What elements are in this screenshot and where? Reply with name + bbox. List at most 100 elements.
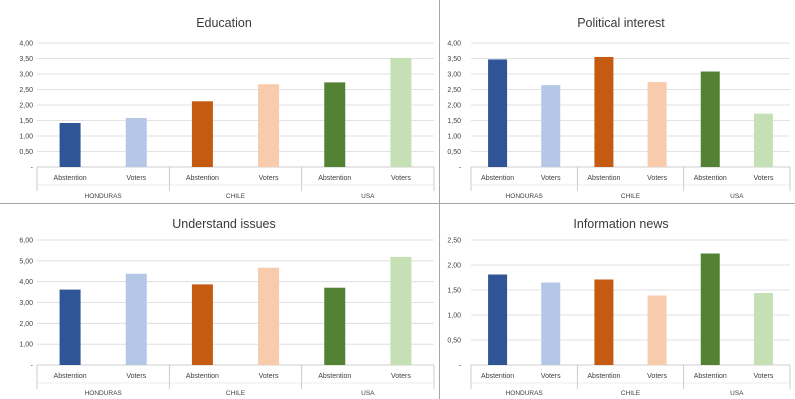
x-group-label: HONDURAS [506,390,544,397]
y-tick-label: 0,50 [19,149,33,156]
bar-usa-abstention [700,71,720,167]
y-tick-label: 1,50 [19,118,33,125]
bar-usa-voters [390,57,412,167]
x-category-label: Voters [259,373,279,380]
bar-honduras-abstention [488,59,508,167]
x-category-label: Abstention [318,175,351,182]
bar-chile-abstention [191,284,213,365]
y-tick-label: - [459,363,462,370]
x-category-label: Voters [391,373,411,380]
chart-understand-issues: Understand issues - 1,00 2,00 3,00 4,00 5,00 6,… [19,217,435,397]
bar-honduras-voters [541,85,561,167]
bar-usa-voters [753,113,773,167]
chart-title: Understand issues [172,217,276,231]
x-category-label: Abstention [587,175,620,182]
x-group-label: HONDURAS [85,193,123,200]
x-group-label: USA [361,193,375,200]
bar-usa-voters [390,256,412,365]
panel-divider-vertical [439,0,440,399]
bar-usa-abstention [324,82,346,167]
x-group-label: CHILE [621,390,641,397]
y-tick-label: 4,00 [19,279,33,286]
bar-chile-voters [258,84,280,167]
panel-divider-horizontal [0,203,795,204]
y-tick-label: 2,50 [19,87,33,94]
x-category-label: Abstention [186,175,219,182]
x-category-label: Voters [391,175,411,182]
bar-chile-voters [258,267,280,365]
x-group-label: HONDURAS [506,193,544,200]
y-tick-label: 0,50 [447,149,461,156]
bar-honduras-voters [125,273,147,365]
bar-honduras-voters [125,118,147,167]
x-category-label: Voters [753,373,773,380]
bar-chile-abstention [594,56,614,168]
x-group-label: CHILE [621,193,641,200]
chart-panel-understand-issues: Understand issues - 1,00 2,00 3,00 4,00 5,00 6,… [0,204,439,399]
x-category-label: Abstention [587,373,620,380]
x-group-label: HONDURAS [85,390,123,397]
y-tick-label: - [31,363,34,370]
chart-panel-political-interest: Political interest - 0,50 1,00 1,50 2,00 2,50 3… [440,0,795,203]
y-tick-label: 2,50 [447,87,461,94]
y-tick-label: 1,50 [447,288,461,295]
y-tick-label: 4,00 [447,41,461,48]
y-tick-label: - [31,165,34,172]
chart-panel-information-news: Information news - 0,50 1,00 1,50 2,00 2,50 Abs… [440,204,795,399]
y-tick-label: 1,00 [447,134,461,141]
x-group-label: USA [361,390,375,397]
bar-honduras-abstention [488,274,508,365]
x-category-label: Abstention [694,175,727,182]
x-category-label: Voters [126,175,146,182]
y-tick-label: 6,00 [19,238,33,245]
chart-panel-education: Education - 0,50 1,00 1,50 2,00 2,50 3,00 3,50 4,… [0,0,439,203]
x-category-label: Voters [753,175,773,182]
y-tick-label: 0,50 [447,338,461,345]
bar-chile-abstention [191,101,213,167]
y-tick-label: 4,00 [19,41,33,48]
bar-usa-voters [753,293,773,365]
y-tick-label: 3,50 [19,56,33,63]
bar-chile-voters [647,295,667,365]
x-group-label: CHILE [226,390,246,397]
bar-chile-voters [647,82,667,167]
y-tick-label: - [459,165,462,172]
bar-honduras-voters [541,282,561,365]
y-tick-label: 2,00 [19,321,33,328]
chart-information-news: Information news - 0,50 1,00 1,50 2,00 2,50 Abs… [447,217,791,397]
bar-honduras-abstention [59,122,81,167]
bar-chile-abstention [594,279,614,365]
x-category-label: Abstention [318,373,351,380]
x-category-label: Voters [259,175,279,182]
x-group-label: USA [730,390,744,397]
x-category-label: Abstention [481,373,514,380]
y-tick-label: 2,50 [447,238,461,245]
y-tick-label: 3,50 [447,56,461,63]
x-category-label: Voters [647,373,667,380]
y-tick-label: 1,00 [19,342,33,349]
x-category-label: Voters [647,175,667,182]
y-tick-label: 2,00 [447,103,461,110]
chart-political-interest: Political interest - 0,50 1,00 1,50 2,00 2,50 3… [447,16,791,200]
x-category-label: Voters [541,175,561,182]
x-group-label: USA [730,193,744,200]
y-tick-label: 3,00 [447,72,461,79]
x-category-label: Voters [126,373,146,380]
x-category-label: Abstention [186,373,219,380]
chart-title: Information news [573,217,668,231]
y-tick-label: 3,00 [19,72,33,79]
y-tick-label: 5,00 [19,258,33,265]
x-category-label: Abstention [54,373,87,380]
x-category-label: Abstention [481,175,514,182]
x-category-label: Voters [541,373,561,380]
y-tick-label: 2,00 [447,263,461,270]
y-tick-label: 1,00 [447,313,461,320]
chart-education: Education - 0,50 1,00 1,50 2,00 2,50 3,00 3,50 4,… [19,16,435,200]
bar-usa-abstention [700,253,720,365]
y-tick-label: 1,00 [19,134,33,141]
y-tick-label: 3,00 [19,300,33,307]
y-tick-label: 2,00 [19,103,33,110]
x-group-label: CHILE [226,193,246,200]
x-category-label: Abstention [54,175,87,182]
bar-honduras-abstention [59,289,81,365]
